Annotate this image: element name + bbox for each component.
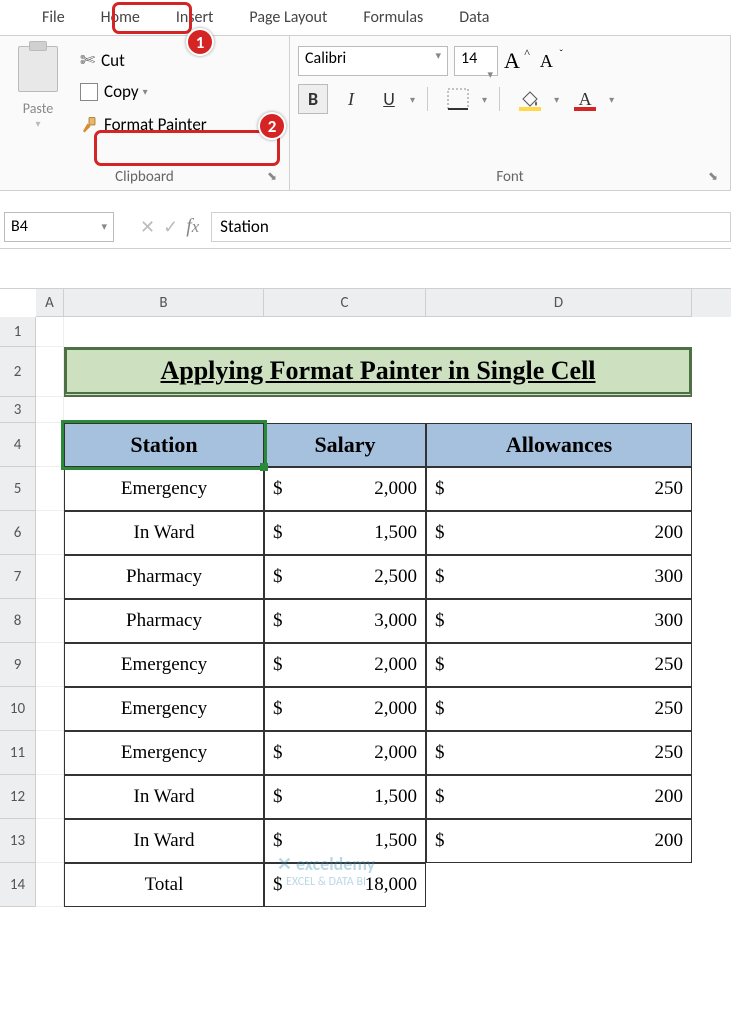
clipboard-group-label: Clipboard ⬊ — [8, 166, 281, 186]
accept-formula-icon[interactable]: ✓ — [163, 216, 178, 238]
paste-icon — [18, 46, 58, 92]
row-header-11[interactable]: 11 — [0, 731, 35, 775]
cell-D10[interactable]: $250 — [426, 687, 692, 731]
tab-file[interactable]: File — [24, 2, 83, 33]
row-header-6[interactable]: 6 — [0, 511, 35, 555]
cell-C4[interactable]: Salary — [264, 423, 426, 467]
row-header-2[interactable]: 2 — [0, 347, 35, 397]
title-cell[interactable]: Applying Format Painter in Single Cell — [64, 347, 692, 397]
row-header-7[interactable]: 7 — [0, 555, 35, 599]
cell-C6[interactable]: $1,500 — [264, 511, 426, 555]
cell-D12[interactable]: $200 — [426, 775, 692, 819]
cell-B6[interactable]: In Ward — [64, 511, 264, 555]
cell-D11[interactable]: $250 — [426, 731, 692, 775]
shrink-font-button[interactable]: Aˇ — [540, 51, 553, 72]
cell-C5[interactable]: $2,000 — [264, 467, 426, 511]
formula-bar[interactable]: Station — [211, 212, 731, 242]
row-header-13[interactable]: 13 — [0, 819, 35, 863]
borders-button[interactable] — [440, 85, 476, 113]
name-box[interactable]: B4▾ — [4, 212, 114, 242]
tab-page-layout[interactable]: Page Layout — [231, 2, 345, 33]
copy-button[interactable]: Copy ▾ — [74, 78, 213, 105]
cell-C10[interactable]: $2,000 — [264, 687, 426, 731]
dialog-launcher-icon[interactable]: ⬊ — [708, 169, 718, 184]
tab-home[interactable]: Home — [83, 2, 158, 33]
row-header-9[interactable]: 9 — [0, 643, 35, 687]
paintbrush-icon — [80, 116, 98, 134]
row-header-14[interactable]: 14 — [0, 863, 35, 907]
ribbon-tabs: File Home Insert Page Layout Formulas Da… — [0, 0, 731, 36]
cell-B7[interactable]: Pharmacy — [64, 555, 264, 599]
watermark: ✕ exceldemy EXCEL & DATA BI — [266, 853, 386, 889]
col-header-B[interactable]: B — [64, 289, 264, 317]
row-header-8[interactable]: 8 — [0, 599, 35, 643]
ribbon: Paste ▾ ✄ Cut Copy ▾ Format Painter — [0, 36, 731, 191]
cell-B12[interactable]: In Ward — [64, 775, 264, 819]
callout-badge-1: 1 — [186, 28, 214, 56]
cell-D6[interactable]: $200 — [426, 511, 692, 555]
format-painter-button[interactable]: Format Painter — [74, 111, 213, 138]
selection-handle[interactable] — [260, 463, 268, 471]
bold-button[interactable]: B — [298, 84, 328, 114]
callout-badge-2: 2 — [258, 112, 286, 140]
grow-font-button[interactable]: A^ — [504, 48, 520, 74]
paste-label: Paste — [8, 100, 68, 117]
row-header-10[interactable]: 10 — [0, 687, 35, 731]
font-name-select[interactable]: Calibri▾ — [298, 46, 448, 76]
scissors-icon: ✄ — [80, 49, 95, 71]
cell-D13[interactable]: $200 — [426, 819, 692, 863]
cell-D4[interactable]: Allowances — [426, 423, 692, 467]
cell-B13[interactable]: In Ward — [64, 819, 264, 863]
cell-B14[interactable]: Total — [64, 863, 264, 907]
font-size-select[interactable]: 14▾ — [454, 46, 498, 76]
cell-B8[interactable]: Pharmacy — [64, 599, 264, 643]
col-header-C[interactable]: C — [264, 289, 426, 317]
col-header-D[interactable]: D — [426, 289, 692, 317]
cell-B10[interactable]: Emergency — [64, 687, 264, 731]
paste-button[interactable]: Paste ▾ — [8, 42, 68, 166]
cell-D5[interactable]: $250 — [426, 467, 692, 511]
tab-data[interactable]: Data — [441, 2, 507, 33]
cell-B5[interactable]: Emergency — [64, 467, 264, 511]
cell-B9[interactable]: Emergency — [64, 643, 264, 687]
cell-D14[interactable] — [426, 863, 692, 907]
cancel-formula-icon[interactable]: ✕ — [140, 216, 155, 238]
fill-color-button[interactable] — [512, 85, 548, 113]
chevron-down-icon: ▾ — [143, 85, 148, 98]
cell-C7[interactable]: $2,500 — [264, 555, 426, 599]
row-header-12[interactable]: 12 — [0, 775, 35, 819]
cell-B11[interactable]: Emergency — [64, 731, 264, 775]
cell-D7[interactable]: $300 — [426, 555, 692, 599]
font-group-label: Font ⬊ — [298, 166, 722, 186]
format-painter-label: Format Painter — [104, 114, 207, 135]
cell-D8[interactable]: $300 — [426, 599, 692, 643]
cell-C8[interactable]: $3,000 — [264, 599, 426, 643]
copy-icon — [80, 83, 98, 101]
cell-B4[interactable]: Station — [64, 423, 264, 467]
dialog-launcher-icon[interactable]: ⬊ — [267, 169, 277, 184]
col-header-A[interactable]: A — [36, 289, 64, 317]
cut-label: Cut — [101, 50, 125, 71]
cell-C12[interactable]: $1,500 — [264, 775, 426, 819]
row-headers: 1234567891011121314 — [0, 317, 36, 907]
row-header-1[interactable]: 1 — [0, 317, 35, 347]
formula-bar-row: B4▾ ✕ ✓ fx Station — [0, 205, 731, 249]
row-header-3[interactable]: 3 — [0, 397, 35, 423]
cell-C11[interactable]: $2,000 — [264, 731, 426, 775]
cell-C9[interactable]: $2,000 — [264, 643, 426, 687]
copy-label: Copy — [104, 81, 139, 102]
row-header-5[interactable]: 5 — [0, 467, 35, 511]
row-header-4[interactable]: 4 — [0, 423, 35, 467]
font-color-button[interactable]: A — [567, 85, 603, 113]
tab-formulas[interactable]: Formulas — [345, 2, 441, 33]
cell-D9[interactable]: $250 — [426, 643, 692, 687]
fx-icon[interactable]: fx — [186, 215, 199, 238]
underline-button[interactable]: U — [374, 84, 404, 114]
italic-button[interactable]: I — [336, 84, 366, 114]
